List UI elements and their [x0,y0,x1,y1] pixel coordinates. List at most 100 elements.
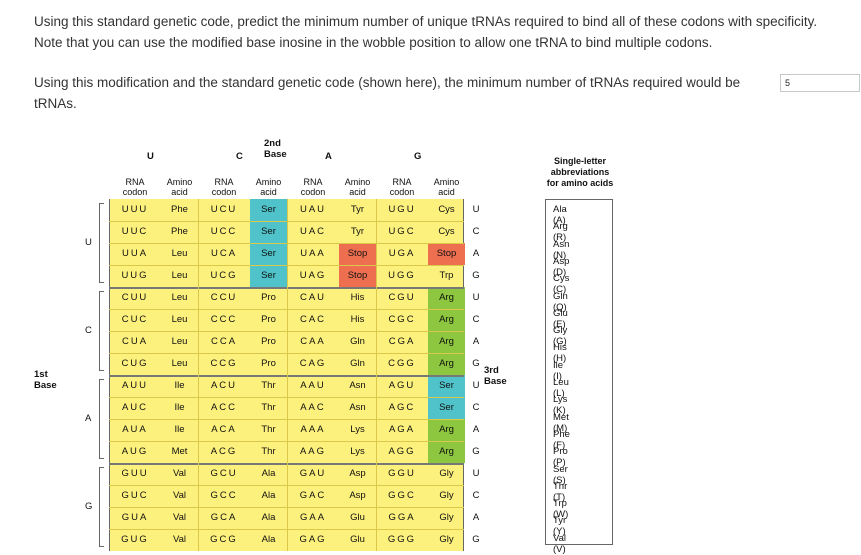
question-prompt: Using this modification and the standard… [34,72,794,114]
row-divider [109,331,464,332]
rna-codon-header: RNA [214,177,234,187]
codon-cell: ACC [210,402,238,413]
second-base-title: 2nd Base [264,138,287,160]
codon-cell: CUC [121,314,149,325]
row-divider [109,265,464,266]
codon-cell: ACU [210,380,238,391]
amino-acid-cell: His [350,292,365,303]
codon-cell: CCG [210,358,238,369]
rna-codon-header-2: codon [211,187,237,197]
codon-cell: CUG [121,358,149,369]
first-base-bracket [99,379,104,459]
first-base-label: A [85,413,92,424]
amino-acid-header: Amino [166,177,193,187]
column-divider [287,199,288,551]
amino-acid-cell: Phe [171,204,188,215]
third-base-label: G [472,358,480,369]
codon-cell: AAA [300,424,326,435]
codon-cell: GAC [299,490,327,501]
codon-cell: GUA [121,512,149,523]
second-base-label: G [414,151,422,162]
row-divider [109,397,464,398]
amino-acid-cell: Ser [250,199,287,221]
amino-acid-cell: Arg [428,309,465,331]
codon-cell: UGA [388,248,416,259]
amino-acid-cell: Thr [261,424,276,435]
abbreviation-item: Phe (F) [553,428,570,451]
codon-cell: GUG [121,534,149,545]
amino-acid-cell: Tyr [350,204,365,215]
amino-acid-cell: Thr [261,380,276,391]
abbreviation-item: Trp (W) [553,498,569,521]
codon-cell: AAC [300,402,326,413]
amino-acid-cell: Gly [439,490,454,501]
block-divider [109,375,464,377]
abbreviation-item: Gly (G) [553,325,568,348]
amino-acid-cell: Asn [349,402,366,413]
amino-acid-cell: Pro [261,336,276,347]
amino-acid-cell: His [350,314,365,325]
first-base-label: C [85,325,92,336]
codon-cell: AUG [121,446,149,457]
row-divider [109,243,464,244]
abbreviation-item: Arg (R) [553,221,568,244]
codon-cell: GCC [210,490,238,501]
codon-cell: UAA [300,248,326,259]
codon-cell: UCG [210,270,238,281]
codon-cell: GUU [121,468,149,479]
amino-acid-header: Amino [433,177,460,187]
rna-codon-header-2: codon [300,187,326,197]
amino-acid-cell: Trp [439,270,454,281]
row-divider [109,353,464,354]
amino-acid-cell: Ala [261,512,276,523]
amino-acid-cell: Glu [350,512,365,523]
codon-cell: CCU [210,292,238,303]
abbreviation-item: Asn (N) [553,238,570,261]
prompt-text: Using this modification and the standard… [34,75,741,90]
third-base-label: C [472,402,480,413]
answer-input[interactable]: 5 [780,74,860,92]
amino-acid-cell: Leu [171,292,188,303]
third-base-label: C [472,314,480,325]
amino-acid-cell: Ser [250,265,287,287]
column-divider [198,199,199,551]
abbreviation-item: Cys (C) [553,273,570,296]
codon-cell: AGG [388,446,416,457]
amino-acid-cell: Cys [438,204,455,215]
amino-acid-cell: Ser [250,243,287,265]
third-base-label: U [472,292,480,303]
amino-acid-cell: Asp [349,490,366,501]
abbreviation-item: Ala (A) [553,204,567,226]
codon-cell: CCC [210,314,238,325]
third-base-label: A [472,336,480,347]
codon-cell: UUC [121,226,149,237]
question-text: Using this standard genetic code, predic… [34,14,818,50]
amino-acid-cell: Asn [349,380,366,391]
codon-cell: UAG [299,270,327,281]
codon-cell: CAC [299,314,327,325]
codon-cell: GUC [121,490,149,501]
first-base-bracket [99,467,104,547]
abbreviation-item: Leu (L) [553,377,569,399]
third-base-title: 3rd Base [484,365,507,387]
third-base-label: U [472,468,480,479]
codon-cell: UCU [210,204,238,215]
amino-acid-cell: Thr [261,446,276,457]
first-base-label: G [85,501,93,512]
codon-cell: UGC [388,226,416,237]
codon-cell: GGG [387,534,417,545]
amino-acid-cell: Val [172,512,187,523]
amino-acid-cell: Gln [350,336,365,347]
codon-cell: AGC [388,402,416,413]
codon-cell: ACG [210,446,238,457]
third-base-label: C [472,490,480,501]
abbreviation-item: Glu (E) [553,307,568,330]
amino-acid-cell: Arg [428,353,465,375]
codon-cell: UAC [299,226,327,237]
amino-acid-cell: Glu [350,534,365,545]
codon-cell: UUU [121,204,149,215]
third-base-label: U [472,380,480,391]
abbreviation-item: Ser (S) [553,463,568,486]
amino-acid-cell: Arg [428,441,465,463]
codon-cell: UGG [388,270,416,281]
